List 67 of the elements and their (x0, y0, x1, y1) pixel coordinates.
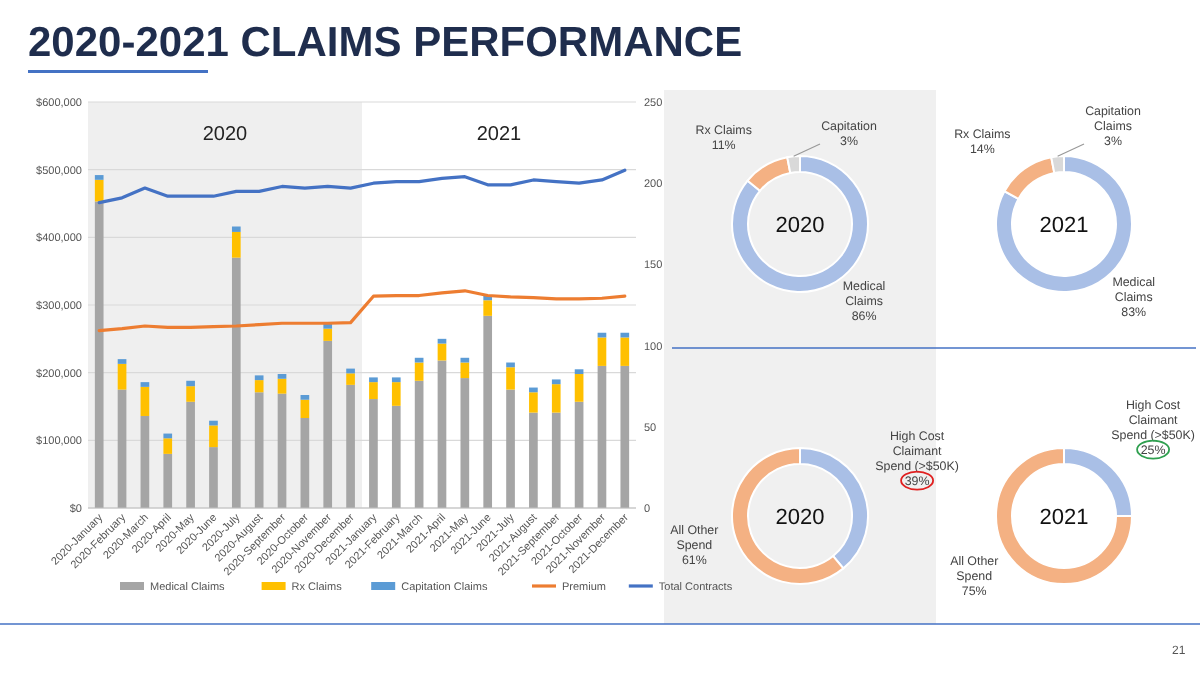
bar (551, 379, 561, 385)
text: 2021 (1039, 214, 1089, 238)
bar (574, 374, 584, 402)
bar (254, 380, 264, 393)
text: 2020 (775, 506, 825, 530)
donut-slice (995, 447, 1133, 585)
bar (277, 393, 287, 508)
bar (414, 357, 424, 363)
bar (323, 340, 333, 508)
bar (117, 389, 127, 508)
bar (414, 380, 424, 508)
bar (231, 257, 241, 508)
bar (300, 399, 310, 418)
bar (460, 378, 470, 508)
bar (231, 226, 241, 232)
bar (437, 360, 447, 508)
bar (277, 378, 287, 394)
bar (369, 382, 378, 400)
text: 2020 (775, 214, 825, 238)
bar (209, 425, 218, 448)
bar (574, 401, 584, 508)
bar (620, 365, 630, 508)
bar (300, 418, 310, 508)
bar (460, 357, 470, 363)
bar (254, 375, 264, 381)
annotation: 2021 (476, 124, 523, 146)
bar (186, 386, 195, 402)
bar (506, 367, 515, 390)
bar (529, 392, 538, 413)
bar (254, 392, 264, 508)
bar (346, 384, 355, 508)
bar (117, 363, 127, 390)
bar (620, 337, 630, 366)
bar (231, 231, 241, 258)
bar (186, 380, 195, 387)
line-series (97, 168, 627, 205)
band-label: 2020 (202, 124, 249, 146)
bar (391, 377, 401, 383)
bar (597, 337, 607, 366)
bar (414, 362, 424, 381)
bar (460, 362, 470, 379)
bar (369, 377, 378, 383)
bar (597, 365, 607, 508)
bar (551, 384, 561, 413)
bar (94, 179, 104, 202)
bar (163, 453, 173, 508)
bar (551, 412, 561, 508)
bar (529, 412, 538, 508)
bar (574, 369, 584, 375)
bar (346, 373, 355, 385)
bar (140, 415, 150, 508)
bar (186, 401, 195, 508)
text: 2021 (1039, 506, 1089, 530)
bar (140, 386, 150, 416)
chart-title: 2020-2021 CLAIMS PERFORMANCE (28, 20, 743, 66)
bar (209, 447, 218, 508)
bar (163, 438, 173, 454)
bar (506, 389, 515, 508)
bar (437, 338, 447, 344)
bar (94, 201, 104, 508)
line-series (97, 289, 627, 333)
bar (323, 328, 333, 341)
bar (369, 399, 378, 508)
bar (391, 382, 401, 406)
bar (483, 315, 493, 508)
bar (483, 300, 493, 316)
bar (391, 405, 401, 508)
